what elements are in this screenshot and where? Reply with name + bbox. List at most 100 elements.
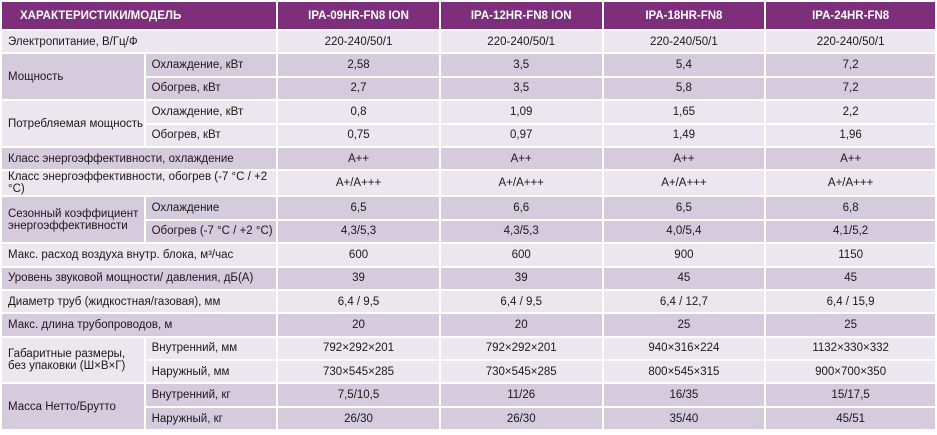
cell-value: 3,5: [440, 77, 602, 100]
cell-value: 6,8: [766, 197, 935, 219]
cell-value: 1,09: [440, 101, 602, 123]
cell-value: A++: [603, 147, 765, 170]
cell-value: 940×316×224: [603, 337, 765, 360]
cell-value: 25: [603, 314, 765, 336]
cell-value: 7,2: [766, 54, 935, 76]
cell-value: 220-240/50/1: [440, 31, 602, 53]
cell-value: 45: [766, 267, 935, 289]
table-row: Наружный, кг 26/30 26/30 35/40 45/51: [2, 407, 935, 430]
row-label: Сезонный коэффициент энергоэффективности: [2, 197, 144, 243]
table-row: Масса Нетто/Брутто Внутренний, кг 7,5/10…: [2, 384, 935, 430]
cell-value: 4,3/5,3: [278, 220, 439, 243]
cell-value: 792×292×201: [278, 337, 439, 360]
cell-value: A+/A+++: [603, 171, 765, 196]
cell-value: 220-240/50/1: [603, 31, 765, 53]
cell-value: 0,97: [440, 124, 602, 146]
table-row: Макс. длина трубопроводов, м 20 20 25 25: [2, 314, 935, 336]
cell-value: 20: [278, 314, 439, 336]
cell-value: 2,2: [766, 101, 935, 123]
cell-value: 11/26: [440, 384, 602, 406]
table-row: Обогрев, кВт 0,75 0,97 1,49 1,96: [2, 124, 935, 146]
row-sublabel: Внутренний, кг: [145, 384, 277, 406]
row-label: Потребляемая мощность: [2, 101, 144, 146]
cell-value: 6,5: [603, 197, 765, 219]
cell-value: 792×292×201: [440, 337, 602, 360]
cell-value: 2,7: [278, 77, 439, 100]
row-label: Класс энергоэффективности, обогрев (-7 °…: [2, 171, 277, 196]
table-row: Уровень звуковой мощности/ давления, дБ(…: [2, 267, 935, 289]
cell-value: 3,5: [440, 54, 602, 76]
row-label: Масса Нетто/Брутто: [2, 384, 144, 430]
cell-value: 1150: [766, 244, 935, 266]
row-label: Макс. длина трубопроводов, м: [2, 314, 277, 336]
cell-value: 6,4 / 9,5: [278, 290, 439, 313]
row-label: Макс. расход воздуха внутр. блока, м³/ча…: [2, 244, 277, 266]
row-sublabel: Обогрев, кВт: [145, 77, 277, 100]
cell-value: 900×700×350: [766, 361, 935, 383]
cell-value: 4,0/5,4: [603, 220, 765, 243]
header-title: ХАРАКТЕРИСТИКИ/МОДЕЛЬ: [2, 2, 277, 29]
table-row: Потребляемая мощность Охлаждение, кВт 0,…: [2, 101, 935, 146]
cell-value: 6,6: [440, 197, 602, 219]
cell-value: 0,75: [278, 124, 439, 146]
cell-value: 1,96: [766, 124, 935, 146]
row-label: Диаметр труб (жидкостная/газовая), мм: [2, 290, 277, 313]
cell-value: 26/30: [440, 407, 602, 430]
row-label: Габаритные размеры, без упаковки (Ш×В×Г): [2, 337, 144, 383]
cell-value: 25: [766, 314, 935, 336]
cell-value: 0,8: [278, 101, 439, 123]
cell-value: 1132×330×332: [766, 337, 935, 360]
row-label: Электропитание, В/Гц/Ф: [2, 31, 277, 53]
cell-value: 4,1/5,2: [766, 220, 935, 243]
cell-value: 220-240/50/1: [278, 31, 439, 53]
cell-value: 800×545×315: [603, 361, 765, 383]
row-sublabel: Охлаждение, кВт: [145, 101, 277, 123]
table-row: Электропитание, В/Гц/Ф 220-240/50/1 220-…: [2, 31, 935, 53]
cell-value: 4,3/5,3: [440, 220, 602, 243]
cell-value: 7,2: [766, 77, 935, 100]
cell-value: 2,58: [278, 54, 439, 76]
cell-value: 20: [440, 314, 602, 336]
cell-value: 730×545×285: [278, 361, 439, 383]
cell-value: 900: [603, 244, 765, 266]
cell-value: 39: [440, 267, 602, 289]
cell-value: 1,65: [603, 101, 765, 123]
cell-value: 6,4 / 9,5: [440, 290, 602, 313]
cell-value: 7,5/10,5: [278, 384, 439, 406]
table-row: Класс энергоэффективности, охлаждение A+…: [2, 147, 935, 170]
header-model: IPA-18HR-FN8: [603, 2, 765, 29]
cell-value: A++: [278, 147, 439, 170]
cell-value: A+/A+++: [440, 171, 602, 196]
table-row: Наружный, мм 730×545×285 730×545×285 800…: [2, 361, 935, 383]
header-model: IPA-24HR-FN8: [766, 2, 935, 29]
cell-value: 26/30: [278, 407, 439, 430]
row-sublabel: Обогрев (-7 °С / +2 °С): [145, 220, 277, 243]
row-sublabel: Обогрев, кВт: [145, 124, 277, 146]
table-row: Макс. расход воздуха внутр. блока, м³/ча…: [2, 244, 935, 266]
cell-value: 45/51: [766, 407, 935, 430]
table-row: Сезонный коэффициент энергоэффективности…: [2, 197, 935, 243]
cell-value: 730×545×285: [440, 361, 602, 383]
cell-value: A++: [766, 147, 935, 170]
cell-value: 39: [278, 267, 439, 289]
row-sublabel: Наружный, кг: [145, 407, 277, 430]
cell-value: 600: [278, 244, 439, 266]
cell-value: 5,8: [603, 77, 765, 100]
cell-value: 6,4 / 12,7: [603, 290, 765, 313]
cell-value: A+/A+++: [766, 171, 935, 196]
cell-value: 45: [603, 267, 765, 289]
cell-value: 1,49: [603, 124, 765, 146]
row-sublabel: Наружный, мм: [145, 361, 277, 383]
cell-value: 5,4: [603, 54, 765, 76]
row-label: Мощность: [2, 54, 144, 100]
row-sublabel: Охлаждение, кВт: [145, 54, 277, 76]
row-label: Уровень звуковой мощности/ давления, дБ(…: [2, 267, 277, 289]
header-row: ХАРАКТЕРИСТИКИ/МОДЕЛЬ IPA-09HR-FN8 ION I…: [2, 2, 935, 29]
table-row: Обогрев (-7 °С / +2 °С) 4,3/5,3 4,3/5,3 …: [2, 220, 935, 243]
table-row: Диаметр труб (жидкостная/газовая), мм 6,…: [2, 290, 935, 313]
cell-value: 35/40: [603, 407, 765, 430]
header-model: IPA-12HR-FN8 ION: [440, 2, 602, 29]
cell-value: A++: [440, 147, 602, 170]
row-sublabel: Охлаждение: [145, 197, 277, 219]
